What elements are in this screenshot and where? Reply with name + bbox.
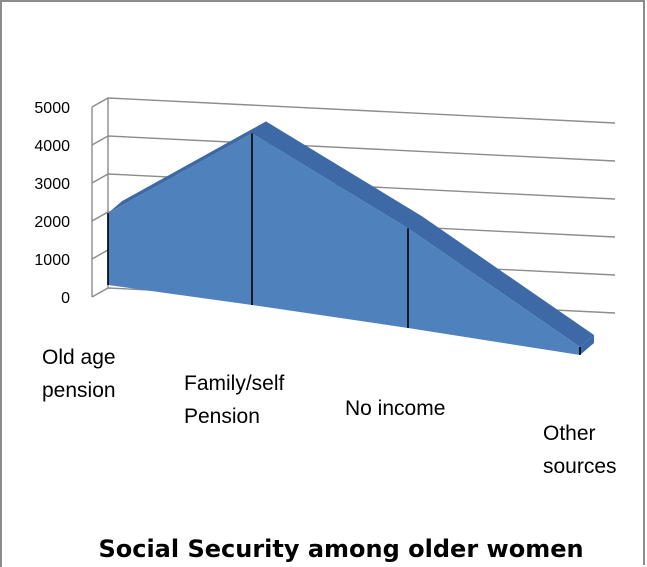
y-tick-label: 0 [61, 290, 70, 307]
category-label: No income [345, 397, 445, 420]
gridline-4000 [91, 135, 616, 162]
y-tick-labels: 0 1000 2000 3000 4000 5000 [34, 100, 70, 307]
y-tick-label: 2000 [34, 214, 70, 231]
category-label: Old age pension [42, 346, 116, 402]
area-series [107, 121, 594, 355]
gridline-5000 [91, 97, 616, 124]
chart-title: Social Security among older women [98, 535, 583, 563]
category-labels: Old age pension Family/self Pension No incom… [42, 346, 617, 478]
category-label: Family/self Pension [184, 372, 285, 428]
category-label: Other sources [543, 422, 617, 478]
y-tick-label: 3000 [34, 176, 70, 193]
area-front-face [108, 133, 580, 355]
y-tick-label: 4000 [34, 138, 70, 155]
y-tick-label: 1000 [34, 252, 70, 269]
chart-frame-left-edge [0, 0, 2, 567]
area-end-cap [580, 335, 594, 355]
y-tick-label: 5000 [34, 100, 70, 117]
